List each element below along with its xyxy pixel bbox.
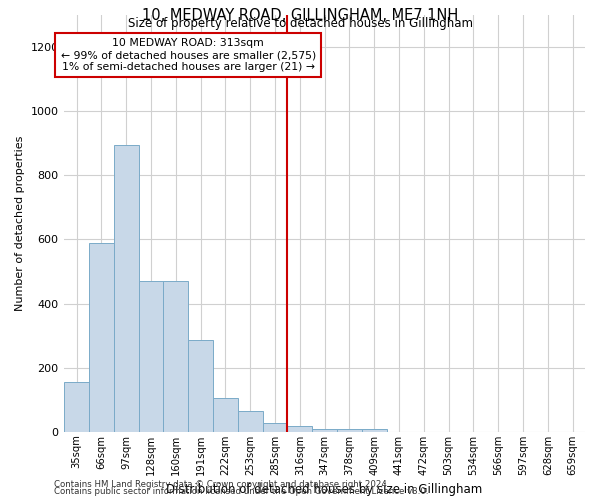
Text: Size of property relative to detached houses in Gillingham: Size of property relative to detached ho… — [128, 18, 473, 30]
Bar — [139, 281, 163, 432]
Bar — [64, 382, 89, 432]
Bar — [362, 428, 386, 432]
Bar — [89, 242, 114, 432]
Bar — [163, 281, 188, 432]
Bar — [114, 145, 139, 432]
Y-axis label: Number of detached properties: Number of detached properties — [15, 136, 25, 311]
X-axis label: Distribution of detached houses by size in Gillingham: Distribution of detached houses by size … — [166, 484, 483, 496]
Bar — [213, 398, 238, 432]
Bar — [238, 411, 263, 432]
Text: 10, MEDWAY ROAD, GILLINGHAM, ME7 1NH: 10, MEDWAY ROAD, GILLINGHAM, ME7 1NH — [142, 8, 458, 22]
Bar — [263, 423, 287, 432]
Bar — [287, 426, 312, 432]
Bar — [188, 340, 213, 432]
Bar — [312, 428, 337, 432]
Bar — [337, 428, 362, 432]
Text: 10 MEDWAY ROAD: 313sqm
← 99% of detached houses are smaller (2,575)
1% of semi-d: 10 MEDWAY ROAD: 313sqm ← 99% of detached… — [61, 38, 316, 72]
Text: Contains HM Land Registry data © Crown copyright and database right 2024.: Contains HM Land Registry data © Crown c… — [54, 480, 389, 489]
Text: Contains public sector information licensed under the Open Government Licence v3: Contains public sector information licen… — [54, 487, 428, 496]
